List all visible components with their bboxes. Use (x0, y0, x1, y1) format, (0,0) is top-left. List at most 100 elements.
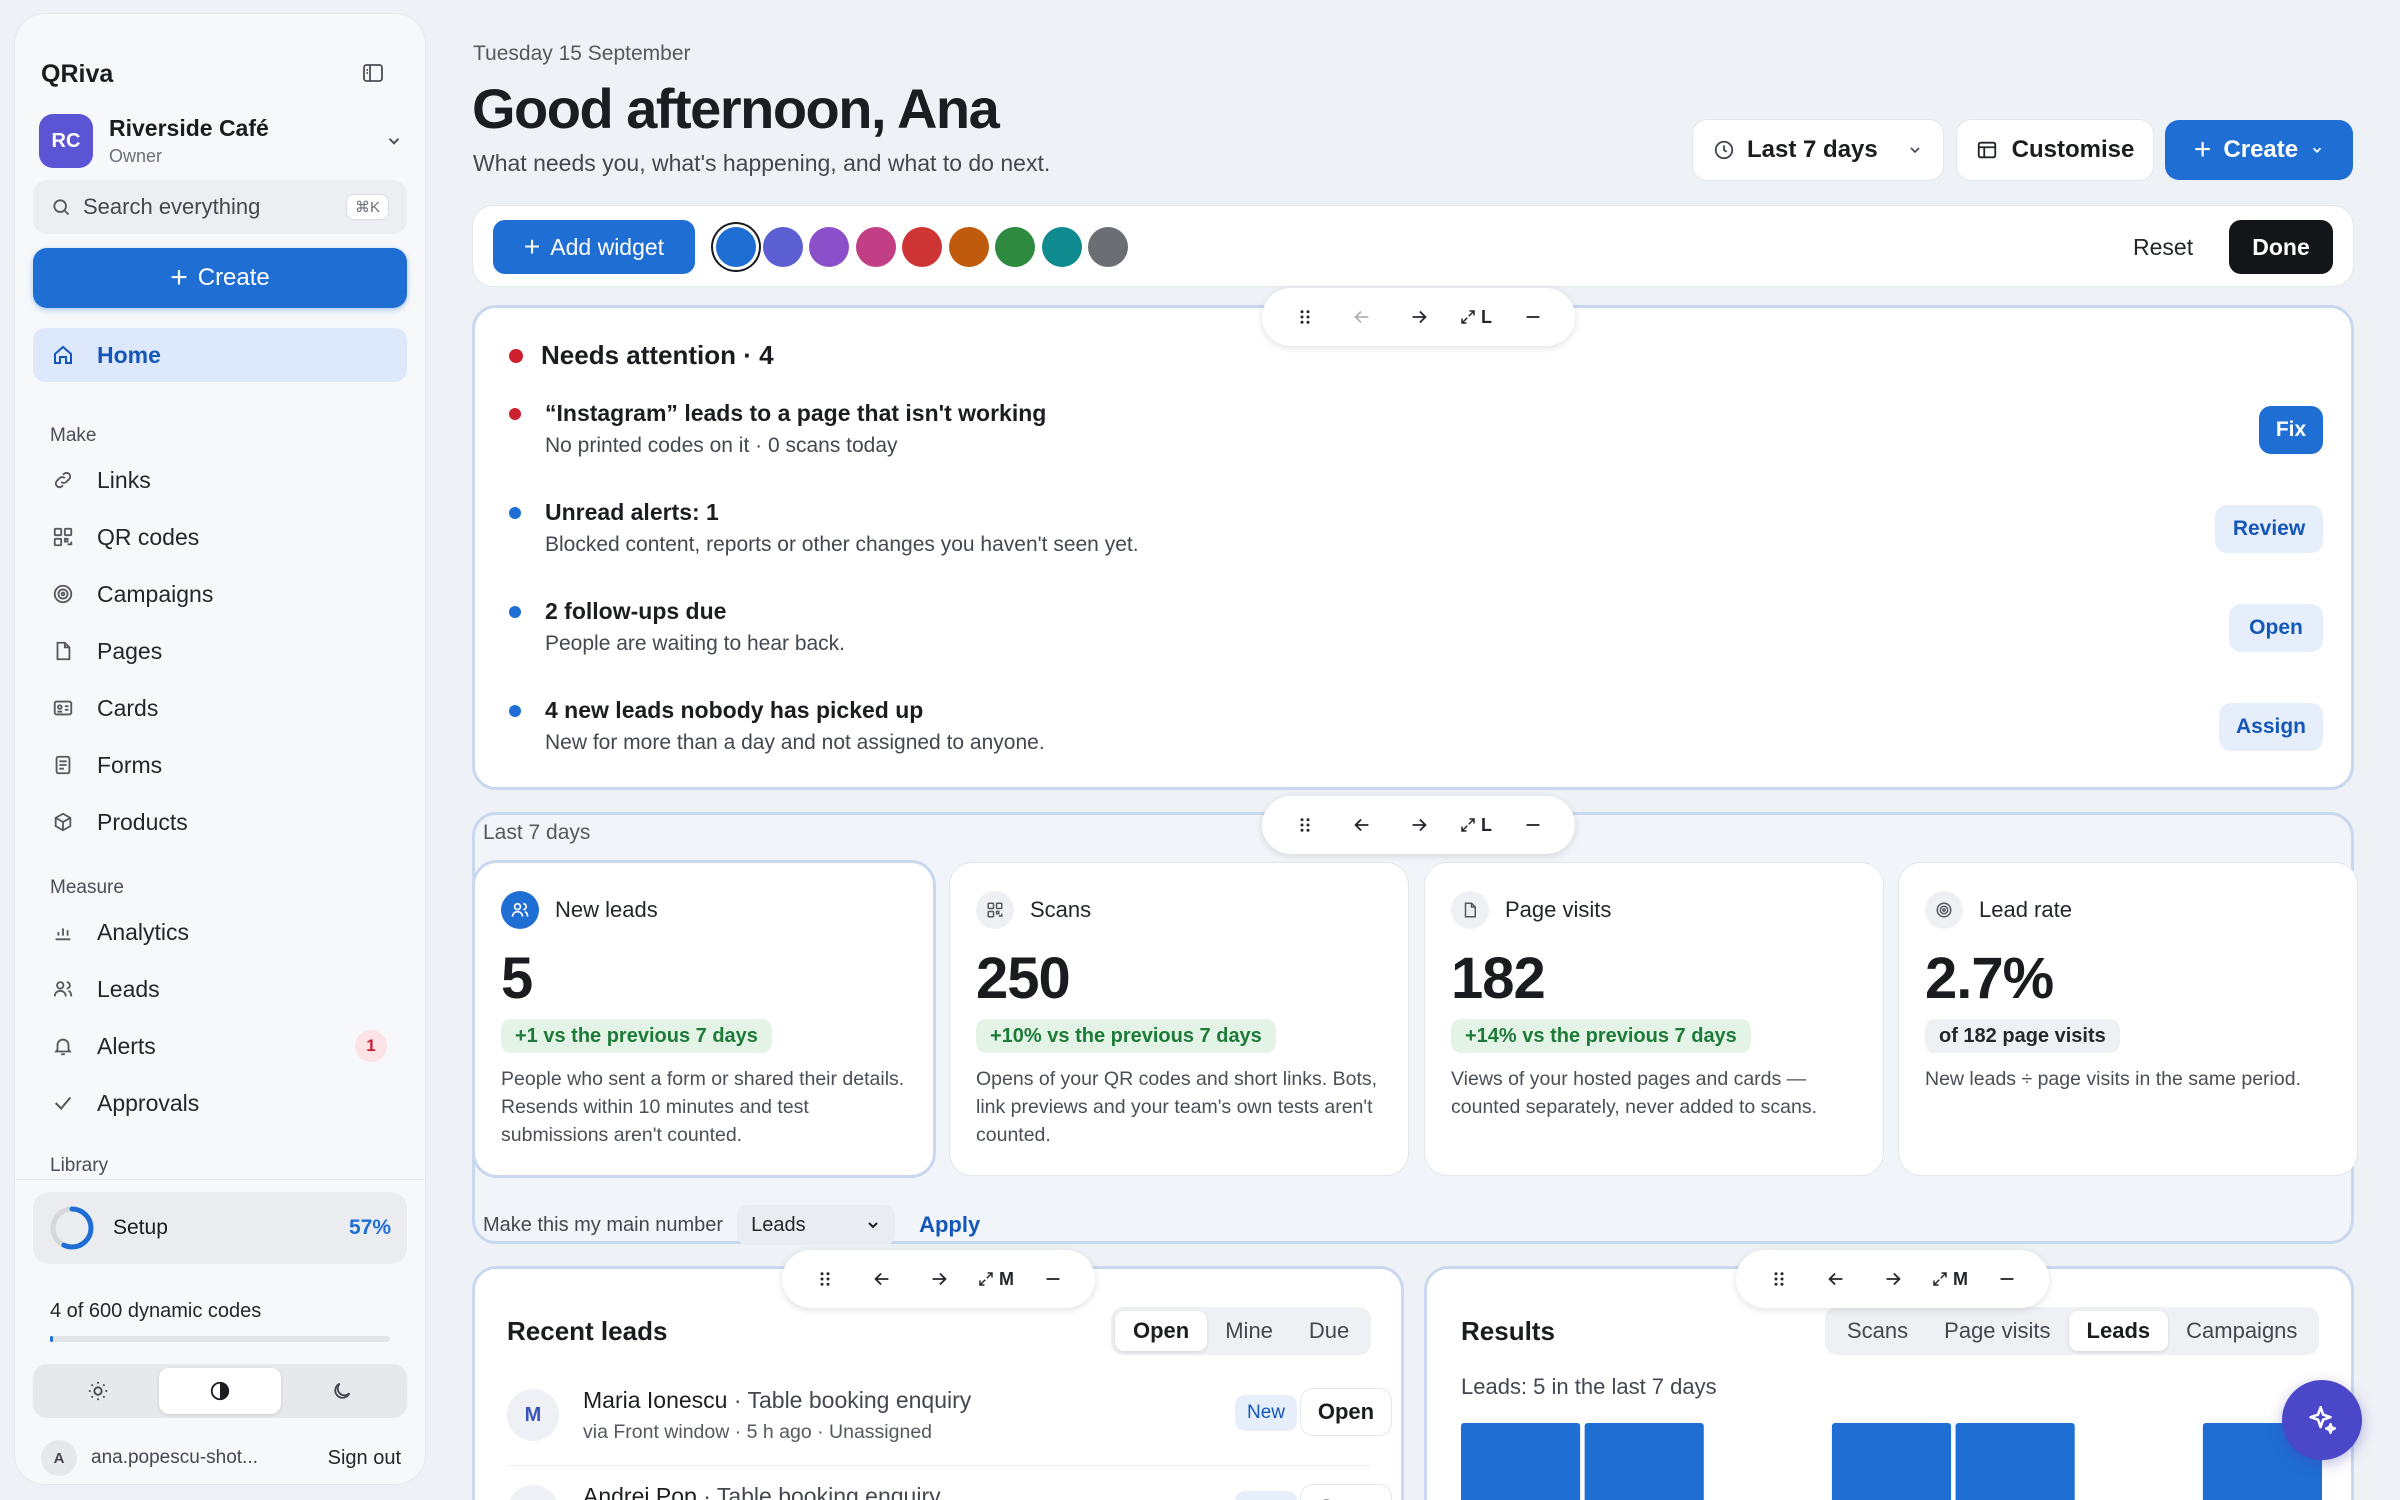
lead-name: Andrei Pop (583, 1483, 697, 1500)
row-divider (507, 1465, 1371, 1466)
collapse-sidebar-button[interactable] (358, 58, 388, 88)
open-followups-button[interactable]: Open (2229, 604, 2323, 652)
tab-scans[interactable]: Scans (1847, 1318, 1909, 1343)
form-icon (51, 753, 75, 777)
fix-button[interactable]: Fix (2259, 406, 2323, 454)
sidebar-item-qr-codes[interactable]: QR codes (33, 511, 407, 563)
arrow-left-icon[interactable] (853, 1250, 910, 1308)
lead-open-button[interactable]: Open (1301, 1485, 1391, 1500)
minimise-icon[interactable] (1504, 288, 1561, 346)
sidebar-create-button[interactable]: + Create (33, 248, 407, 308)
drag-handle-icon[interactable] (1276, 796, 1333, 854)
color-swatch[interactable] (948, 227, 989, 267)
sidebar-item-alerts[interactable]: Alerts 1 (33, 1020, 407, 1072)
stat-card-new-leads[interactable]: New leads 5 +1 vs the previous 7 days Pe… (475, 863, 933, 1175)
sidebar-item-analytics[interactable]: Analytics (33, 906, 407, 958)
stat-card-lead-rate[interactable]: Lead rate 2.7% of 182 page visits New le… (1899, 863, 2357, 1175)
apply-button[interactable]: Apply (919, 1212, 981, 1237)
stat-value: 182 (1451, 946, 1546, 1011)
sidebar-item-forms[interactable]: Forms (33, 739, 407, 791)
resize-button[interactable]: L (1447, 796, 1504, 854)
page-icon (1451, 891, 1489, 929)
stat-card-page-visits[interactable]: Page visits 182 +14% vs the previous 7 d… (1425, 863, 1883, 1175)
arrow-left-icon[interactable] (1807, 1250, 1864, 1308)
recent-leads-title: Recent leads (507, 1316, 668, 1346)
assistant-button[interactable] (2282, 1380, 2362, 1460)
sidebar-item-products[interactable]: Products (33, 796, 407, 848)
arrow-right-icon[interactable] (910, 1250, 967, 1308)
sun-icon (88, 1381, 108, 1401)
assign-button[interactable]: Assign (2219, 703, 2323, 751)
moon-icon (334, 1382, 351, 1399)
create-label: Create (2223, 136, 2299, 163)
setup-progress-button[interactable]: Setup 57% (33, 1192, 407, 1264)
drag-handle-icon[interactable] (1276, 288, 1333, 346)
done-button[interactable]: Done (2229, 220, 2333, 274)
color-swatch[interactable] (716, 227, 756, 267)
arrow-right-icon[interactable] (1390, 288, 1447, 346)
add-widget-button[interactable]: + Add widget (493, 220, 695, 274)
tab-page-visits[interactable]: Page visits (1944, 1318, 2051, 1343)
sidebar-item-label: Home (97, 341, 161, 368)
theme-light-option[interactable] (37, 1368, 159, 1414)
customise-button[interactable]: Customise (1957, 120, 2153, 180)
sidebar-toggle-icon (363, 64, 383, 82)
plus-icon: + (523, 231, 541, 262)
lead-subject: · Table booking enquiry (727, 1387, 972, 1413)
lead-open-button[interactable]: Open (1301, 1389, 1391, 1435)
attention-item-title: 4 new leads nobody has picked up (545, 697, 924, 723)
drag-handle-icon[interactable] (796, 1250, 853, 1308)
attention-item-desc: No printed codes on it · 0 scans today (545, 434, 898, 457)
color-swatch[interactable] (995, 227, 1035, 267)
color-swatch[interactable] (1041, 227, 1082, 267)
arrow-left-icon[interactable] (1333, 796, 1390, 854)
sparkle-icon (2309, 1405, 2337, 1435)
color-swatch[interactable] (809, 227, 849, 267)
arrow-right-icon[interactable] (1864, 1250, 1921, 1308)
stat-description: Views of your hosted pages and cards — c… (1451, 1068, 1818, 1118)
sidebar-item-pages[interactable]: Pages (33, 625, 407, 677)
period-label: Last 7 days (1747, 136, 1878, 163)
sidebar-item-links[interactable]: Links (33, 454, 407, 506)
sidebar-item-home[interactable]: Home (33, 328, 407, 382)
sidebar-item-leads[interactable]: Leads (33, 963, 407, 1015)
minimise-icon[interactable] (1978, 1250, 2035, 1308)
color-swatch[interactable] (902, 227, 942, 267)
urgent-dot (509, 348, 523, 363)
tab-campaigns[interactable]: Campaigns (2186, 1318, 2298, 1343)
tab-due[interactable]: Due (1308, 1318, 1350, 1343)
color-swatch[interactable] (1088, 227, 1128, 267)
tab-mine[interactable]: Mine (1225, 1318, 1273, 1343)
search-input[interactable]: Search everything ⌘K (33, 180, 407, 234)
user-avatar[interactable]: A (41, 1440, 77, 1476)
period-dropdown[interactable]: Last 7 days (1693, 120, 1943, 180)
reset-button[interactable]: Reset (2133, 234, 2194, 260)
org-switcher[interactable]: RC Riverside Café Owner (39, 106, 425, 176)
sidebar-item-label: Cards (97, 694, 159, 721)
minimise-icon[interactable] (1024, 1250, 1081, 1308)
sidebar-item-approvals[interactable]: Approvals (33, 1077, 407, 1129)
color-swatch[interactable] (762, 227, 803, 267)
color-swatch[interactable] (855, 227, 896, 267)
minimise-icon[interactable] (1504, 796, 1561, 854)
user-email: ana.popescu-shot... (91, 1447, 258, 1468)
drag-handle-icon[interactable] (1750, 1250, 1807, 1308)
theme-auto-option[interactable] (159, 1368, 281, 1414)
tab-leads[interactable]: Leads (2068, 1311, 2169, 1351)
sidebar-item-cards[interactable]: Cards (33, 682, 407, 734)
tab-open[interactable]: Open (1115, 1311, 1208, 1351)
sign-out-link[interactable]: Sign out (327, 1446, 401, 1469)
resize-button[interactable]: M (967, 1250, 1024, 1308)
main-number-select[interactable]: Leads (737, 1205, 896, 1245)
resize-button[interactable]: M (1921, 1250, 1978, 1308)
lead-avatar: A (507, 1485, 559, 1500)
review-button[interactable]: Review (2215, 505, 2323, 553)
create-button[interactable]: + Create (2165, 120, 2353, 180)
arrow-right-icon[interactable] (1390, 796, 1447, 854)
resize-button[interactable]: L (1447, 288, 1504, 346)
main-number-value: Leads (751, 1213, 806, 1236)
arrow-left-icon[interactable] (1333, 288, 1390, 346)
stat-card-scans[interactable]: Scans 250 +10% vs the previous 7 days Op… (950, 863, 1408, 1175)
theme-dark-option[interactable] (281, 1368, 403, 1414)
sidebar-item-campaigns[interactable]: Campaigns (33, 568, 407, 620)
